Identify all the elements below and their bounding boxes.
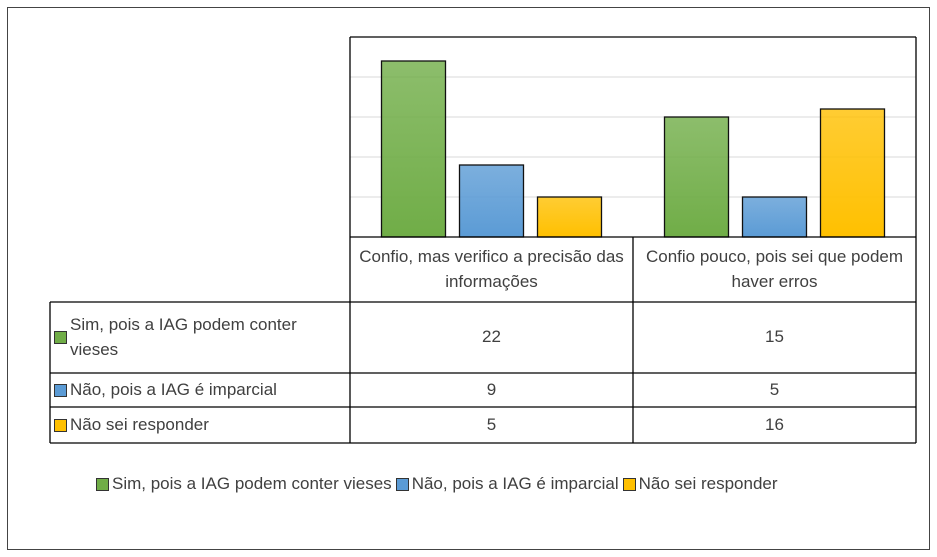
legend-label: Não sei responder [638, 474, 778, 493]
table-value: 9 [486, 379, 497, 399]
series-name: Não, pois a IAG é imparcial [70, 379, 277, 399]
table-value: 16 [765, 414, 784, 434]
bar [663, 116, 730, 238]
bar [741, 196, 808, 238]
legend-swatch [54, 331, 67, 344]
category-label: Confio pouco, pois sei que podem haver e… [645, 246, 904, 291]
legend-item: Não sei responder [622, 474, 778, 494]
legend-swatch [96, 477, 109, 491]
series-name: Sim, pois a IAG podem conter vieses [70, 314, 297, 359]
category-label: Confio, mas verifico a precisão das info… [359, 246, 624, 291]
legend: Sim, pois a IAG podem conter vieses Não, … [96, 474, 816, 494]
legend-item: Não, pois a IAG é imparcial [395, 474, 619, 494]
table-value: 22 [482, 327, 501, 347]
legend-label: Não, pois a IAG é imparcial [411, 474, 619, 493]
legend-swatch [622, 477, 636, 491]
legend-swatch [54, 418, 67, 432]
bar [458, 164, 525, 238]
table-value: 5 [769, 379, 780, 399]
legend-item: Sim, pois a IAG podem conter vieses [96, 474, 392, 494]
table-row-header: Sim, pois a IAG podem conter vieses [54, 302, 348, 373]
legend-swatch [54, 383, 67, 397]
table-value: 15 [765, 327, 784, 347]
legend-label: Sim, pois a IAG podem conter vieses [112, 474, 392, 493]
series-name: Não sei responder [70, 414, 209, 434]
table-row-header: Não, pois a IAG é imparcial [54, 373, 348, 407]
bar [380, 60, 447, 238]
table-row-header: Não sei responder [54, 407, 348, 443]
legend-swatch [395, 477, 409, 491]
chart-border [7, 7, 930, 550]
bar [819, 108, 886, 238]
table-value: 5 [486, 414, 497, 434]
bar [536, 196, 603, 238]
